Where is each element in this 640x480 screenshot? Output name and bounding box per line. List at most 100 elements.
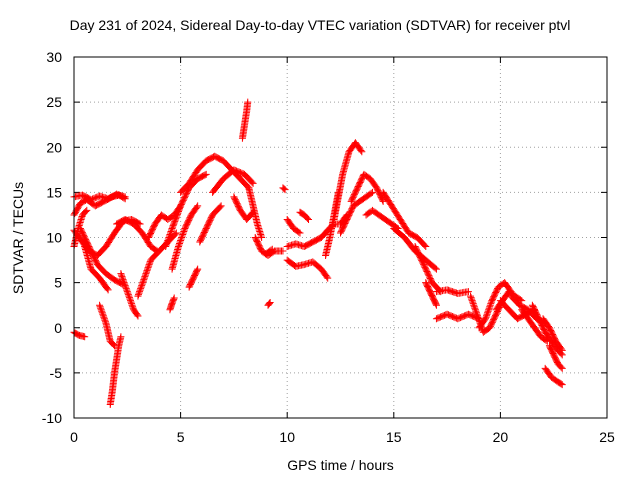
data-point-marker bbox=[470, 301, 478, 309]
data-point-marker bbox=[180, 226, 188, 234]
data-point-marker bbox=[141, 273, 149, 281]
data-point-marker bbox=[134, 292, 142, 300]
data-point-marker bbox=[487, 298, 495, 306]
data-point-marker bbox=[467, 292, 475, 300]
data-point-marker bbox=[103, 285, 111, 293]
data-point-marker bbox=[99, 310, 107, 318]
data-point-marker bbox=[296, 229, 304, 237]
grid-lines bbox=[74, 57, 607, 418]
data-point-marker bbox=[557, 363, 565, 371]
data-point-marker bbox=[265, 299, 273, 307]
data-point-marker bbox=[136, 286, 144, 294]
data-point-marker bbox=[163, 240, 171, 248]
data-points bbox=[70, 98, 566, 408]
x-tick-label: 10 bbox=[279, 429, 295, 445]
data-point-marker bbox=[142, 270, 150, 278]
data-point-marker bbox=[133, 311, 141, 319]
data-point-marker bbox=[170, 294, 178, 302]
data-point-marker bbox=[484, 309, 492, 317]
data-point-marker bbox=[248, 178, 256, 186]
y-tick-label: 15 bbox=[46, 184, 62, 200]
data-point-marker bbox=[96, 303, 104, 311]
data-point-marker bbox=[167, 227, 175, 235]
data-point-marker bbox=[267, 246, 275, 254]
data-point-marker bbox=[98, 309, 106, 317]
data-point-marker bbox=[117, 271, 125, 279]
data-point-marker bbox=[142, 268, 150, 276]
data-point-marker bbox=[141, 271, 149, 279]
data-point-marker bbox=[432, 300, 440, 308]
data-point-marker bbox=[90, 194, 98, 202]
data-point-marker bbox=[122, 285, 130, 293]
data-point-marker bbox=[121, 280, 129, 288]
data-point-marker bbox=[83, 206, 91, 214]
data-point-marker bbox=[123, 288, 131, 296]
data-point-marker bbox=[176, 240, 184, 248]
data-point-marker bbox=[558, 381, 566, 389]
data-point-marker bbox=[135, 289, 143, 297]
data-point-marker bbox=[194, 265, 202, 273]
data-point-marker bbox=[146, 259, 154, 267]
data-point-marker bbox=[431, 264, 439, 272]
data-point-marker bbox=[324, 274, 332, 282]
data-point-marker bbox=[468, 297, 476, 305]
data-point-marker bbox=[481, 315, 489, 323]
data-point-marker bbox=[125, 294, 133, 302]
data-point-marker bbox=[140, 276, 148, 284]
x-tick-label: 25 bbox=[599, 429, 615, 445]
data-point-marker bbox=[119, 274, 127, 282]
data-point-marker bbox=[123, 286, 131, 294]
data-point-marker bbox=[144, 264, 152, 272]
data-point-marker bbox=[305, 215, 313, 223]
data-point-marker bbox=[486, 303, 494, 311]
data-point-marker bbox=[121, 195, 129, 203]
data-point-marker bbox=[557, 345, 565, 353]
data-point-marker bbox=[120, 279, 128, 287]
data-point-marker bbox=[168, 226, 176, 234]
data-point-marker bbox=[179, 230, 187, 238]
data-point-marker bbox=[119, 276, 127, 284]
x-tick-label: 0 bbox=[70, 429, 78, 445]
data-point-marker bbox=[101, 316, 109, 324]
x-tick-label: 15 bbox=[386, 429, 402, 445]
data-point-marker bbox=[91, 194, 99, 202]
data-point-marker bbox=[166, 229, 174, 237]
y-tick-label: 5 bbox=[54, 275, 62, 291]
y-tick-label: 20 bbox=[46, 139, 62, 155]
data-point-marker bbox=[281, 186, 289, 194]
data-point-marker bbox=[467, 294, 475, 302]
data-point-marker bbox=[177, 235, 185, 243]
data-point-marker bbox=[166, 230, 174, 238]
data-point-marker bbox=[164, 235, 172, 243]
data-point-marker bbox=[99, 312, 107, 320]
data-point-marker bbox=[121, 282, 129, 290]
data-point-marker bbox=[178, 234, 186, 241]
data-point-marker bbox=[97, 304, 105, 312]
y-tick-label: 10 bbox=[46, 230, 62, 246]
data-point-marker bbox=[468, 295, 476, 303]
data-point-marker bbox=[136, 288, 144, 296]
data-point-marker bbox=[471, 304, 479, 312]
y-tick-label: 0 bbox=[54, 320, 62, 336]
x-tick-label: 20 bbox=[493, 429, 509, 445]
data-point-marker bbox=[422, 243, 430, 251]
data-point-marker bbox=[295, 228, 303, 236]
data-point-marker bbox=[217, 202, 225, 210]
data-point-marker bbox=[485, 304, 493, 312]
data-point-marker bbox=[279, 247, 287, 255]
data-point-marker bbox=[120, 194, 128, 202]
data-point-marker bbox=[134, 291, 142, 299]
data-point-marker bbox=[104, 286, 112, 294]
data-point-marker bbox=[201, 171, 209, 179]
data-point-marker bbox=[266, 298, 274, 306]
data-point-marker bbox=[170, 295, 178, 303]
data-point-marker bbox=[471, 306, 479, 314]
data-point-marker bbox=[163, 238, 171, 246]
data-point-marker bbox=[81, 333, 89, 341]
data-point-marker bbox=[473, 312, 481, 320]
data-point-marker bbox=[165, 234, 173, 241]
data-point-marker bbox=[138, 282, 146, 290]
data-point-marker bbox=[137, 285, 145, 293]
data-point-marker bbox=[472, 307, 480, 315]
data-point-marker bbox=[98, 307, 106, 315]
